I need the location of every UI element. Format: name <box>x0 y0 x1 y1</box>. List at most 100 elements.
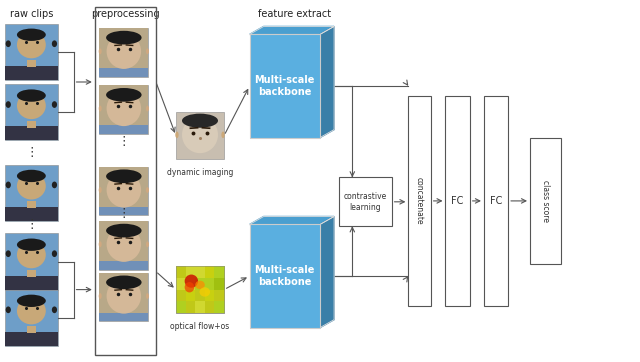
Ellipse shape <box>52 306 57 313</box>
Ellipse shape <box>6 181 11 188</box>
Bar <box>214 266 225 278</box>
Bar <box>5 165 58 221</box>
Ellipse shape <box>99 49 102 54</box>
Bar <box>27 201 36 208</box>
Text: optical flow+os: optical flow+os <box>170 322 230 331</box>
Ellipse shape <box>17 298 46 324</box>
Ellipse shape <box>6 250 11 257</box>
Bar <box>250 34 320 138</box>
Bar <box>205 266 215 278</box>
Ellipse shape <box>106 224 141 237</box>
Text: ⋮: ⋮ <box>25 146 38 159</box>
Bar <box>205 289 215 301</box>
Bar <box>99 313 148 321</box>
Ellipse shape <box>17 173 46 199</box>
Text: FC: FC <box>451 196 464 206</box>
Ellipse shape <box>52 181 57 188</box>
Ellipse shape <box>185 282 195 292</box>
Text: Multi-scale
backbone: Multi-scale backbone <box>255 75 315 97</box>
Bar <box>205 277 215 290</box>
Text: Multi-scale
backbone: Multi-scale backbone <box>255 265 315 287</box>
Polygon shape <box>250 26 334 34</box>
Bar <box>5 24 58 80</box>
Ellipse shape <box>221 131 225 138</box>
Ellipse shape <box>6 101 11 108</box>
Bar <box>186 301 196 313</box>
Ellipse shape <box>17 89 46 102</box>
Bar <box>99 221 148 270</box>
Bar <box>99 273 148 321</box>
Text: ⋮: ⋮ <box>25 218 38 231</box>
Bar <box>99 273 148 321</box>
Ellipse shape <box>52 101 57 108</box>
Text: feature extract: feature extract <box>258 9 331 19</box>
Ellipse shape <box>195 281 205 289</box>
Ellipse shape <box>107 91 141 126</box>
Bar <box>99 167 148 215</box>
Ellipse shape <box>6 41 11 47</box>
Bar <box>250 224 320 328</box>
Bar <box>195 266 205 278</box>
Bar <box>214 277 225 290</box>
Bar <box>99 207 148 215</box>
Ellipse shape <box>107 34 141 69</box>
Bar <box>27 60 36 67</box>
Text: contrastive
learning: contrastive learning <box>344 192 387 211</box>
Bar <box>176 112 224 159</box>
Bar <box>5 332 58 346</box>
Text: ⋮: ⋮ <box>118 207 130 220</box>
Ellipse shape <box>17 92 46 119</box>
Ellipse shape <box>185 274 198 288</box>
Bar <box>27 270 36 277</box>
Text: FC: FC <box>490 196 502 206</box>
Text: concatenate: concatenate <box>415 177 424 225</box>
Ellipse shape <box>200 287 210 297</box>
Bar <box>5 233 58 290</box>
Ellipse shape <box>106 275 141 289</box>
Bar <box>195 301 205 313</box>
Bar <box>186 266 196 278</box>
Bar <box>99 68 148 77</box>
Bar <box>99 125 148 134</box>
Bar <box>99 221 148 270</box>
Ellipse shape <box>52 250 57 257</box>
Bar <box>408 96 431 306</box>
Bar <box>176 266 224 313</box>
Ellipse shape <box>106 31 141 45</box>
Bar <box>27 326 36 333</box>
Bar <box>205 301 215 313</box>
Ellipse shape <box>107 227 141 262</box>
Ellipse shape <box>17 170 46 182</box>
Ellipse shape <box>146 293 149 299</box>
Text: class score: class score <box>541 180 550 222</box>
Bar <box>99 167 148 215</box>
Bar <box>445 96 470 306</box>
Ellipse shape <box>146 241 149 247</box>
Bar <box>27 121 36 128</box>
Ellipse shape <box>146 187 149 193</box>
Ellipse shape <box>17 31 46 58</box>
Bar <box>5 84 58 140</box>
Polygon shape <box>250 216 334 224</box>
Bar <box>95 7 156 355</box>
Ellipse shape <box>17 29 46 41</box>
Bar <box>99 28 148 77</box>
Bar <box>195 277 205 290</box>
Bar <box>99 28 148 77</box>
Ellipse shape <box>107 172 141 207</box>
Bar <box>339 177 392 226</box>
Ellipse shape <box>175 131 179 138</box>
Ellipse shape <box>99 106 102 111</box>
Polygon shape <box>320 26 334 138</box>
Bar <box>484 96 508 306</box>
Ellipse shape <box>52 41 57 47</box>
Bar <box>186 277 196 290</box>
Text: ⋮: ⋮ <box>118 135 130 148</box>
Bar <box>5 290 58 346</box>
Ellipse shape <box>99 293 102 299</box>
Bar <box>5 275 58 290</box>
Ellipse shape <box>6 306 11 313</box>
Ellipse shape <box>182 117 218 153</box>
Text: raw clips: raw clips <box>10 9 53 19</box>
Ellipse shape <box>99 187 102 193</box>
